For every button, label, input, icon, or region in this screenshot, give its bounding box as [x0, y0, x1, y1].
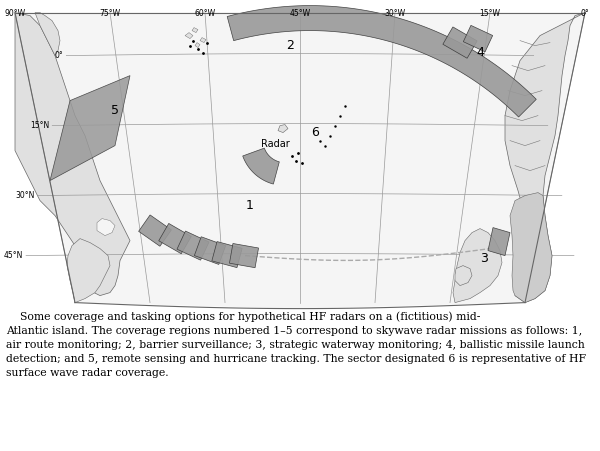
- Polygon shape: [35, 13, 60, 55]
- Text: 3: 3: [480, 252, 488, 265]
- Polygon shape: [192, 28, 198, 32]
- Polygon shape: [139, 215, 172, 246]
- Polygon shape: [185, 32, 193, 39]
- Polygon shape: [488, 228, 510, 256]
- Text: 45°W: 45°W: [289, 9, 311, 18]
- Text: 90°W: 90°W: [4, 9, 26, 18]
- Text: Some coverage and tasking options for hypothetical HF radars on a (fictitious) m: Some coverage and tasking options for hy…: [6, 311, 586, 378]
- Polygon shape: [195, 42, 200, 48]
- Polygon shape: [67, 239, 110, 303]
- Polygon shape: [177, 231, 209, 260]
- Polygon shape: [243, 148, 280, 184]
- Text: 30°W: 30°W: [385, 9, 406, 18]
- Polygon shape: [200, 37, 206, 42]
- Text: 4: 4: [476, 46, 484, 59]
- Text: 6: 6: [311, 126, 319, 139]
- Text: 30°N: 30°N: [16, 191, 35, 200]
- Polygon shape: [227, 5, 536, 117]
- Text: 45°N: 45°N: [4, 251, 23, 260]
- Text: 15°W: 15°W: [479, 9, 500, 18]
- Polygon shape: [50, 76, 130, 180]
- Polygon shape: [463, 25, 493, 52]
- Polygon shape: [15, 13, 130, 295]
- Polygon shape: [510, 193, 552, 303]
- Polygon shape: [453, 229, 502, 303]
- Polygon shape: [455, 266, 472, 285]
- Text: Radar: Radar: [260, 138, 289, 148]
- Polygon shape: [505, 13, 585, 303]
- Text: 2: 2: [286, 39, 294, 52]
- Polygon shape: [15, 13, 585, 308]
- Polygon shape: [278, 124, 288, 133]
- Text: 0°: 0°: [55, 51, 64, 60]
- Text: 15°N: 15°N: [30, 121, 49, 130]
- Polygon shape: [229, 244, 259, 268]
- Polygon shape: [212, 242, 242, 267]
- Polygon shape: [443, 27, 477, 58]
- Text: 60°W: 60°W: [194, 9, 215, 18]
- Polygon shape: [159, 223, 191, 254]
- Text: 75°W: 75°W: [100, 9, 121, 18]
- Text: 5: 5: [111, 104, 119, 117]
- Polygon shape: [97, 219, 115, 235]
- Polygon shape: [194, 237, 226, 264]
- Text: 1: 1: [246, 199, 254, 212]
- Text: 0°: 0°: [581, 9, 589, 18]
